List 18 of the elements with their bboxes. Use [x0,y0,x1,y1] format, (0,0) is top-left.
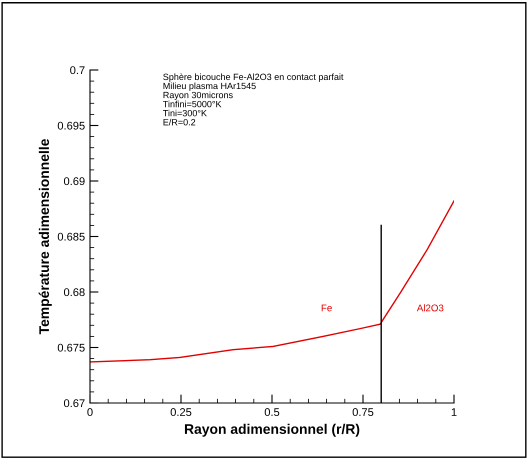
x-tick-label: 0.25 [170,408,192,416]
x-tick-label: 0.75 [352,408,374,416]
y-tick-label: 0.67 [64,399,85,408]
line-series [90,200,454,363]
y-tick-label: 0.68 [64,288,85,296]
annotation: Fe [322,304,332,312]
y-tick-label: 0.695 [58,122,85,130]
x-tick-label: 1 [452,408,457,416]
x-tick-label: 0.5 [264,408,280,416]
y-tick-label: 0.675 [58,344,85,352]
y-axis-title: Température adimensionnelle [38,139,52,334]
y-tick-label: 0.69 [64,177,85,186]
y-tick-label: 0.685 [58,232,85,241]
annotation: Sphère bicouche Fe-Al2O3 en contact parfait Milieu plasma HAr1545 Rayon 30microns Tinfini=5000°K Tini=300°K E/R=0.2 [163,73,344,126]
y-tick-label: 0.7 [70,66,85,74]
x-tick-label: 0 [87,408,93,416]
x-axis-title: Rayon adimensionnel (r/R) [184,424,360,437]
annotation: Al2O3 [416,304,444,312]
